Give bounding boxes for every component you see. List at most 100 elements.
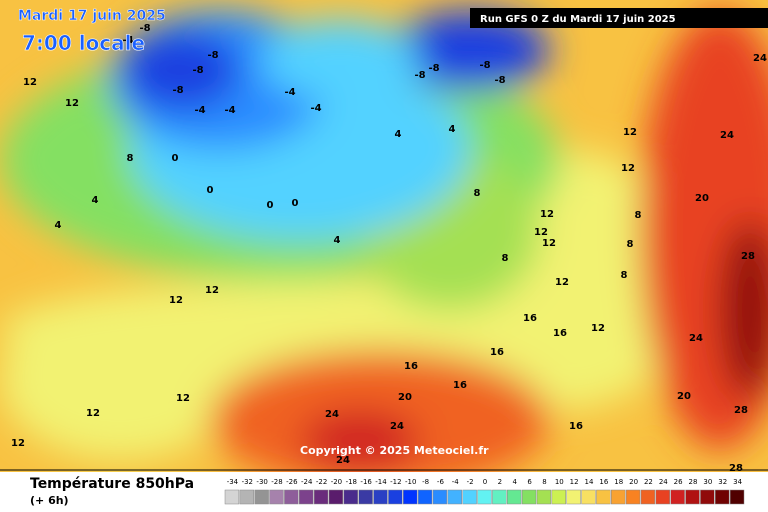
legend-swatch bbox=[611, 489, 626, 505]
contour-label: 28 bbox=[734, 405, 748, 416]
contour-label: 24 bbox=[720, 130, 734, 141]
legend-label: 16 bbox=[599, 478, 608, 486]
contour-label: 4 bbox=[55, 220, 62, 231]
legend-swatch bbox=[388, 489, 403, 505]
contour-label: 12 bbox=[621, 163, 635, 174]
legend-label: 32 bbox=[718, 478, 727, 486]
contour-label: -8 bbox=[172, 85, 183, 96]
contour-label: 12 bbox=[176, 393, 190, 404]
legend-label: 8 bbox=[542, 478, 546, 486]
contour-label: 20 bbox=[695, 193, 709, 204]
legend-swatch bbox=[284, 489, 299, 505]
legend-label: 18 bbox=[614, 478, 623, 486]
legend-label: -20 bbox=[331, 478, 342, 486]
legend-swatch bbox=[507, 489, 522, 505]
legend-label: -32 bbox=[242, 478, 253, 486]
legend-swatch bbox=[625, 489, 641, 505]
legend-label: -14 bbox=[375, 478, 387, 486]
legend-label: -34 bbox=[227, 478, 239, 486]
legend-label: 24 bbox=[659, 478, 668, 486]
legend-swatch bbox=[551, 489, 566, 505]
legend-swatch bbox=[729, 489, 745, 505]
contour-label: 12 bbox=[540, 209, 554, 220]
legend-label: 6 bbox=[527, 478, 532, 486]
contour-label: 8 bbox=[627, 239, 634, 250]
contour-label: -4 bbox=[284, 87, 295, 98]
temperature-field bbox=[0, 10, 768, 490]
legend-swatch bbox=[670, 489, 685, 505]
legend-swatch bbox=[269, 489, 284, 505]
legend-label: 10 bbox=[555, 478, 564, 486]
footer-title: Température 850hPa bbox=[30, 476, 194, 492]
legend-swatch bbox=[358, 489, 373, 505]
legend-swatch bbox=[640, 489, 656, 505]
contour-label: 0 bbox=[267, 200, 274, 211]
contour-label: 24 bbox=[689, 333, 703, 344]
contour-label: 16 bbox=[553, 328, 567, 339]
legend-swatch bbox=[655, 489, 670, 505]
legend-label: -28 bbox=[271, 478, 282, 486]
legend-label: -30 bbox=[256, 478, 267, 486]
legend-label: -22 bbox=[316, 478, 327, 486]
legend-swatch bbox=[581, 489, 596, 505]
legend-swatch bbox=[343, 489, 358, 505]
contour-label: 8 bbox=[621, 270, 628, 281]
contour-label: 16 bbox=[569, 421, 583, 432]
contour-label: 20 bbox=[677, 391, 691, 402]
contour-label: 16 bbox=[404, 361, 418, 372]
legend-label: 20 bbox=[629, 478, 638, 486]
legend-label: -4 bbox=[452, 478, 460, 486]
legend-label: 22 bbox=[644, 478, 653, 486]
contour-label: 8 bbox=[502, 253, 509, 264]
contour-label: 12 bbox=[623, 127, 637, 138]
contour-label: 0 bbox=[207, 185, 214, 196]
run-box bbox=[470, 8, 768, 28]
footer-step: (+ 6h) bbox=[30, 494, 69, 507]
contour-label: 24 bbox=[390, 421, 404, 432]
contour-label: 16 bbox=[523, 313, 537, 324]
legend-swatch bbox=[403, 489, 418, 505]
contour-label: 4 bbox=[395, 129, 402, 140]
legend: -34 -32 -30 -28 -26 -24 -22 -20 -18 -16 -14 -12 -10-… bbox=[224, 478, 745, 505]
contour-label: 12 bbox=[86, 408, 100, 419]
run: Run GFS 0 Z du Mardi 17 juin 2025 bbox=[480, 14, 676, 25]
legend-swatch bbox=[462, 489, 477, 505]
contour-label: -8 bbox=[479, 60, 490, 71]
contour-label: -8 bbox=[414, 70, 425, 81]
legend-swatch bbox=[596, 489, 611, 505]
contour-label: 0 bbox=[292, 198, 299, 209]
legend-label: -12 bbox=[390, 478, 401, 486]
contour-label: -8 bbox=[207, 50, 218, 61]
legend-swatch bbox=[373, 489, 388, 505]
legend-swatch bbox=[477, 489, 492, 505]
contour-label: 0 bbox=[172, 153, 179, 164]
legend-swatch bbox=[536, 489, 552, 505]
legend-swatch bbox=[715, 489, 730, 505]
legend-label: -16 bbox=[360, 478, 372, 486]
legend-label: -26 bbox=[286, 478, 298, 486]
legend-swatch bbox=[700, 489, 715, 505]
legend-label: 26 bbox=[674, 478, 683, 486]
legend-label: 0 bbox=[483, 478, 487, 486]
legend-swatch bbox=[224, 489, 240, 505]
legend-swatch bbox=[328, 489, 344, 505]
legend-swatch bbox=[521, 489, 537, 505]
legend-label: -6 bbox=[437, 478, 445, 486]
time: 7:00 locale bbox=[22, 31, 145, 55]
contour-label: -4 bbox=[310, 103, 321, 114]
legend-label: 34 bbox=[733, 478, 742, 486]
legend-swatch bbox=[447, 489, 462, 505]
contour-label: 16 bbox=[453, 380, 467, 391]
legend-label: 4 bbox=[512, 478, 517, 486]
copyright: Copyright © 2025 Meteociel.fr bbox=[300, 444, 489, 457]
legend-label: -2 bbox=[467, 478, 474, 486]
contour-label: 24 bbox=[325, 409, 339, 420]
contour-label: -4 bbox=[224, 105, 235, 116]
legend-label: 28 bbox=[689, 478, 698, 486]
contour-label: 16 bbox=[490, 347, 504, 358]
legend-label: -10 bbox=[405, 478, 416, 486]
legend-label: 14 bbox=[585, 478, 594, 486]
